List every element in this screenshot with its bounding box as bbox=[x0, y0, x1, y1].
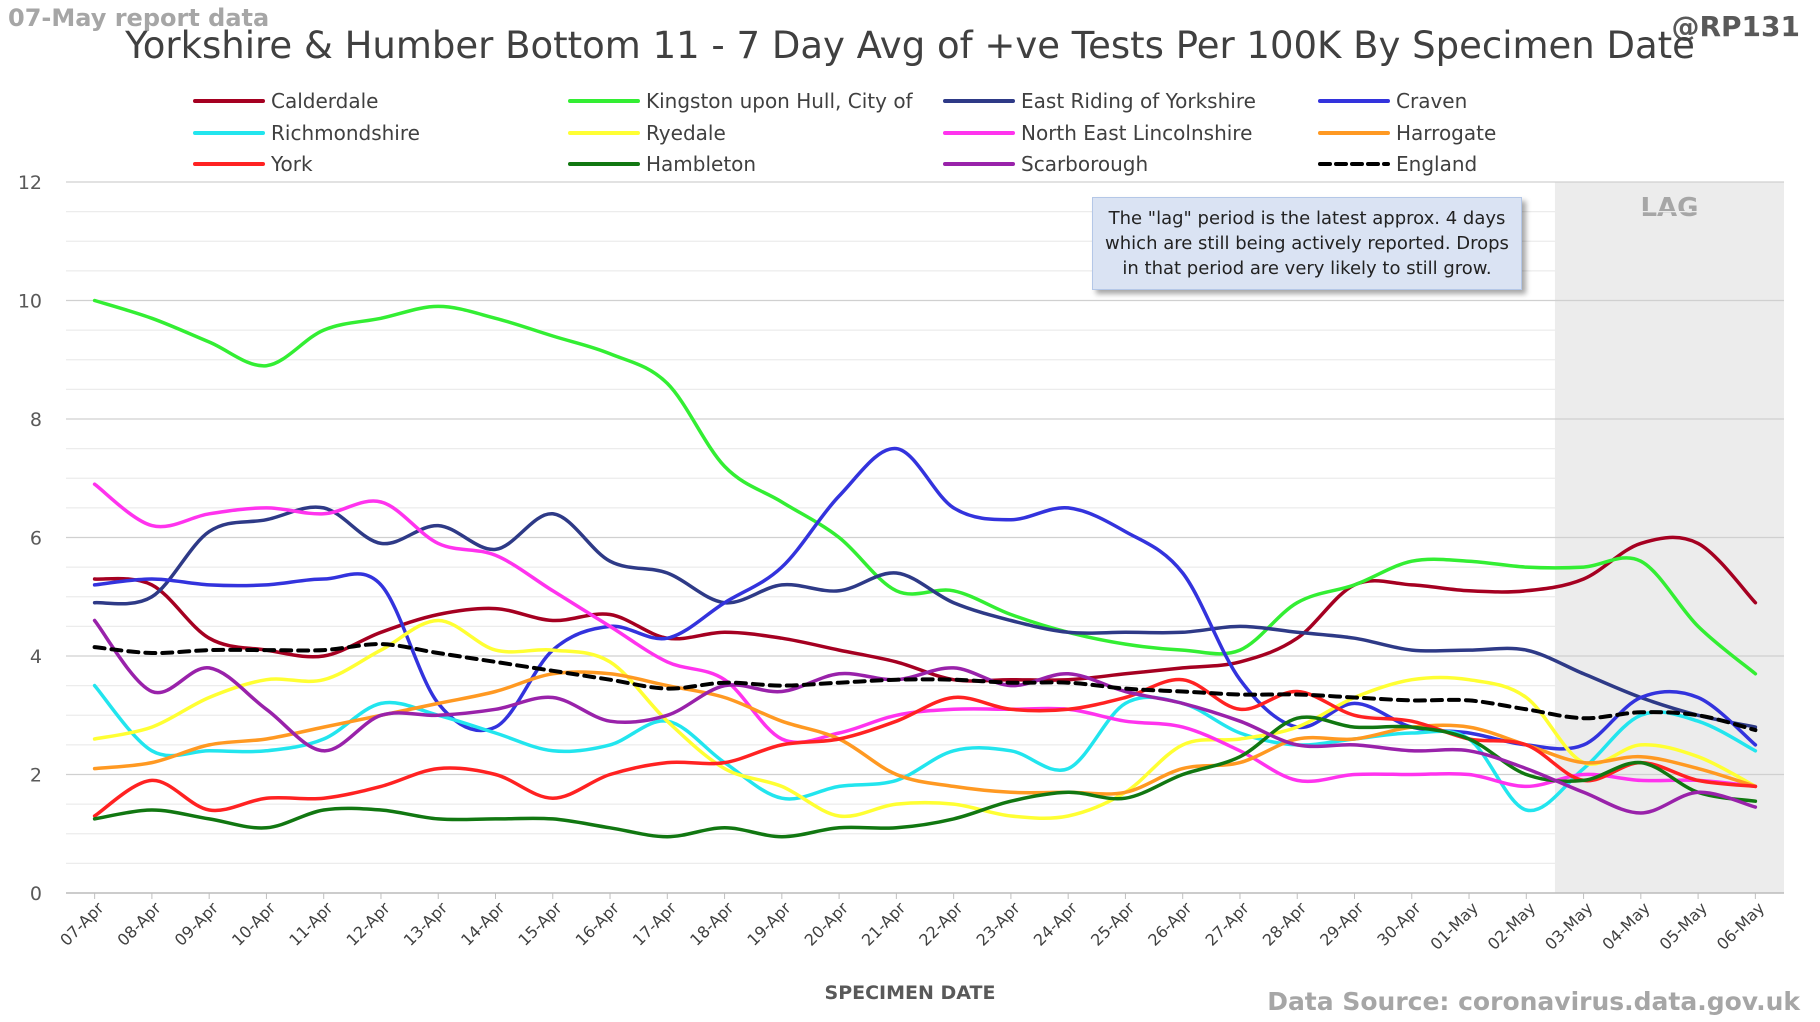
legend: Calderdale Kingston upon Hull, City of Eas… bbox=[193, 89, 1496, 176]
y-tick-label: 2 bbox=[30, 765, 42, 787]
x-tick-label: 08-Apr bbox=[113, 898, 165, 950]
x-tick-label: 28-Apr bbox=[1259, 898, 1311, 950]
x-tick-label: 25-Apr bbox=[1087, 898, 1139, 950]
y-tick-label: 10 bbox=[18, 291, 42, 313]
x-tick-label: 18-Apr bbox=[686, 898, 738, 950]
legend-label-north-east-lincolnshire: North East Lincolnshire bbox=[1021, 121, 1252, 145]
legend-label-hambleton: Hambleton bbox=[646, 152, 756, 176]
x-tick-label: 26-Apr bbox=[1144, 898, 1196, 950]
legend-label-east-riding-of-yorkshire: East Riding of Yorkshire bbox=[1021, 89, 1256, 113]
x-tick-label: 21-Apr bbox=[858, 898, 910, 950]
x-tick-label: 12-Apr bbox=[343, 898, 395, 950]
x-tick-label: 19-Apr bbox=[743, 898, 795, 950]
x-tick-label: 05-May bbox=[1656, 898, 1711, 953]
x-tick-label: 11-Apr bbox=[285, 898, 337, 950]
x-tick-label: 10-Apr bbox=[228, 898, 280, 950]
x-tick-label: 09-Apr bbox=[171, 898, 223, 950]
x-tick-label: 03-May bbox=[1541, 898, 1596, 953]
chart-title: Yorkshire & Humber Bottom 11 - 7 Day Avg… bbox=[125, 24, 1695, 67]
legend-label-craven: Craven bbox=[1396, 89, 1467, 113]
report-date-label: 07-May report data bbox=[8, 4, 270, 32]
legend-label-ryedale: Ryedale bbox=[646, 121, 726, 145]
legend-label-kingston-upon-hull-city-of: Kingston upon Hull, City of bbox=[646, 89, 914, 113]
legend-label-england: England bbox=[1396, 152, 1477, 176]
y-tick-label: 4 bbox=[30, 646, 42, 668]
series-line-england bbox=[92, 642, 1758, 733]
x-tick-label: 16-Apr bbox=[572, 898, 624, 950]
legend-label-calderdale: Calderdale bbox=[271, 89, 378, 113]
x-tick-label: 14-Apr bbox=[457, 898, 509, 950]
x-tick-label: 29-Apr bbox=[1316, 898, 1368, 950]
series-line-east-riding-of-yorkshire bbox=[92, 505, 1758, 729]
legend-label-richmondshire: Richmondshire bbox=[271, 121, 420, 145]
series-line-craven bbox=[92, 446, 1758, 751]
series-line-calderdale bbox=[92, 535, 1758, 683]
x-tick-label: 24-Apr bbox=[1030, 898, 1082, 950]
series-line-richmondshire bbox=[92, 683, 1758, 813]
lag-annotation: The "lag" period is the latest approx. 4… bbox=[1092, 197, 1522, 290]
x-tick-label: 27-Apr bbox=[1202, 898, 1254, 950]
series-line-york bbox=[92, 677, 1758, 818]
x-tick-label: 23-Apr bbox=[972, 898, 1024, 950]
x-tick-label: 02-May bbox=[1484, 898, 1539, 953]
x-tick-label: 30-Apr bbox=[1373, 898, 1425, 950]
x-tick-label: 01-May bbox=[1427, 898, 1482, 953]
data-source: Data Source: coronavirus.data.gov.uk bbox=[1267, 987, 1800, 1016]
x-tick-label: 20-Apr bbox=[801, 898, 853, 950]
legend-label-york: York bbox=[270, 152, 313, 176]
y-tick-label: 0 bbox=[30, 883, 42, 905]
legend-label-harrogate: Harrogate bbox=[1396, 121, 1496, 145]
y-tick-label: 6 bbox=[30, 528, 42, 550]
series-line-ryedale bbox=[92, 618, 1758, 820]
y-tick-label: 12 bbox=[18, 172, 42, 194]
x-tick-label: 17-Apr bbox=[629, 898, 681, 950]
x-tick-label: 06-May bbox=[1713, 898, 1768, 953]
x-tick-label: 22-Apr bbox=[915, 898, 967, 950]
author-handle: @RP131 bbox=[1671, 10, 1800, 43]
x-tick-label: 13-Apr bbox=[400, 898, 452, 950]
x-tick-label: 04-May bbox=[1598, 898, 1653, 953]
series-lines bbox=[92, 298, 1758, 839]
y-tick-label: 8 bbox=[30, 409, 42, 431]
legend-label-scarborough: Scarborough bbox=[1021, 152, 1148, 176]
lag-label: LAG bbox=[1640, 193, 1698, 223]
series-line-harrogate bbox=[92, 670, 1758, 796]
series-line-hambleton bbox=[92, 715, 1758, 839]
x-tick-label: 15-Apr bbox=[514, 898, 566, 950]
series-line-kingston-upon-hull-city-of bbox=[92, 298, 1758, 676]
series-line-north-east-lincolnshire bbox=[92, 482, 1758, 789]
x-tick-label: 07-Apr bbox=[56, 898, 108, 950]
x-axis-label: SPECIMEN DATE bbox=[824, 982, 996, 1004]
